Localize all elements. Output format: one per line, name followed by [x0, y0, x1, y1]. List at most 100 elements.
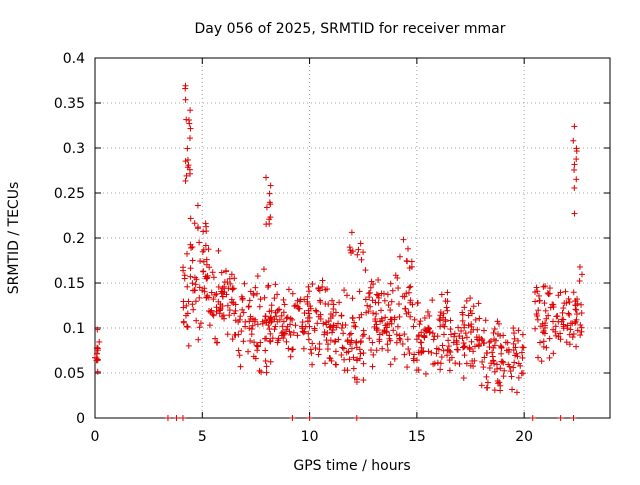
- data-point: [475, 300, 482, 307]
- data-point: [491, 360, 498, 367]
- data-point: [429, 297, 436, 304]
- data-point: [189, 301, 196, 308]
- data-point: [461, 304, 468, 311]
- data-point: [373, 310, 380, 317]
- x-axis-label: GPS time / hours: [293, 458, 410, 474]
- data-point: [353, 376, 360, 383]
- data-point: [185, 298, 192, 305]
- data-point: [324, 330, 331, 337]
- data-point: [341, 356, 348, 363]
- data-point: [336, 299, 343, 306]
- data-point: [185, 162, 192, 169]
- data-point: [352, 339, 359, 346]
- data-point: [202, 242, 209, 249]
- data-point: [434, 359, 441, 366]
- data-point: [378, 307, 385, 314]
- data-point: [426, 312, 433, 319]
- data-point: [313, 308, 320, 315]
- data-point: [229, 336, 236, 343]
- data-point: [338, 325, 345, 332]
- data-point: [542, 307, 549, 314]
- data-point: [493, 361, 500, 368]
- data-point: [573, 306, 580, 313]
- data-point: [316, 346, 323, 353]
- data-point: [379, 329, 386, 336]
- data-point: [487, 337, 494, 344]
- data-point: [571, 210, 578, 217]
- data-point: [572, 302, 579, 309]
- data-point: [268, 319, 275, 326]
- data-point: [540, 329, 547, 336]
- data-point: [534, 316, 541, 323]
- grid-lines: [95, 58, 610, 418]
- data-point: [236, 316, 243, 323]
- data-point: [571, 123, 578, 130]
- data-point: [209, 269, 216, 276]
- data-point: [358, 256, 365, 263]
- data-point: [513, 389, 520, 396]
- data-point: [535, 292, 542, 299]
- data-point: [491, 368, 498, 375]
- data-point: [164, 415, 171, 421]
- data-point: [417, 318, 424, 325]
- data-point: [540, 343, 547, 350]
- data-point: [304, 314, 311, 321]
- data-point: [272, 323, 279, 330]
- data-point: [445, 337, 452, 344]
- data-point: [333, 324, 340, 331]
- data-point: [207, 309, 214, 316]
- data-point: [183, 250, 190, 257]
- data-point: [316, 340, 323, 347]
- data-point: [93, 350, 100, 357]
- data-point: [408, 263, 415, 270]
- data-point: [262, 357, 269, 364]
- data-point: [370, 310, 377, 317]
- data-point: [446, 367, 453, 374]
- data-point: [458, 328, 465, 335]
- data-point: [463, 297, 470, 304]
- data-point: [468, 338, 475, 345]
- data-point: [192, 298, 199, 305]
- data-point: [94, 368, 101, 375]
- data-point: [404, 364, 411, 371]
- data-point: [319, 277, 326, 284]
- data-point: [510, 325, 517, 332]
- data-point: [226, 307, 233, 314]
- data-point: [199, 248, 206, 255]
- data-point: [264, 284, 271, 291]
- data-point: [386, 332, 393, 339]
- data-point: [463, 334, 470, 341]
- data-point: [223, 268, 230, 275]
- data-point: [424, 308, 431, 315]
- data-point: [307, 346, 314, 353]
- data-point: [346, 356, 353, 363]
- data-point: [386, 320, 393, 327]
- data-point: [552, 323, 559, 330]
- y-tick-label: 0.35: [54, 96, 85, 112]
- data-point: [379, 317, 386, 324]
- data-point: [186, 135, 193, 142]
- data-point: [540, 338, 547, 345]
- data-point: [379, 345, 386, 352]
- data-point: [407, 299, 414, 306]
- data-point: [461, 324, 468, 331]
- data-point: [511, 335, 518, 342]
- data-point: [573, 316, 580, 323]
- data-point: [439, 342, 446, 349]
- data-point: [350, 354, 357, 361]
- data-point: [299, 319, 306, 326]
- data-point: [301, 328, 308, 335]
- data-point: [571, 161, 578, 168]
- data-point: [405, 289, 412, 296]
- data-point: [430, 336, 437, 343]
- data-point: [338, 351, 345, 358]
- data-point: [192, 281, 199, 288]
- data-point: [565, 295, 572, 302]
- data-point: [325, 318, 332, 325]
- data-point: [200, 228, 207, 235]
- data-point: [301, 296, 308, 303]
- data-point: [312, 345, 319, 352]
- data-point: [267, 315, 274, 322]
- data-point: [443, 304, 450, 311]
- x-tick-label: 5: [198, 429, 207, 445]
